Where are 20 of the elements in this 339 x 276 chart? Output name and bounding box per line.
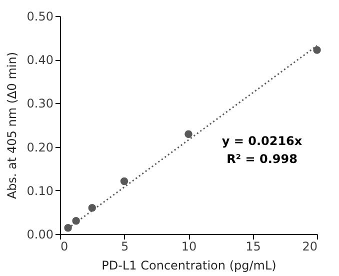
y-tick-label: 0.30 [26,96,54,111]
y-tick-label: 0.20 [26,140,54,154]
x-axis-title: PD-L1 Concentration (pg/mL) [102,258,276,272]
point [120,177,128,186]
point [184,130,192,138]
point [313,46,321,54]
point [88,204,96,212]
x-tick-label: 0 [60,240,68,254]
y-tick-label: 0.00 [26,228,54,242]
y-tick-label: 0.10 [26,184,54,198]
x-tick-label: 10 [181,240,197,254]
y-tick-label: 0.40 [26,53,54,68]
y-tick-label: 0.50 [26,10,54,24]
y-axis-title: Abs. at 405 nm (Δ0 min) [4,52,19,200]
annotation: R² = 0.998 [226,152,298,166]
x-tick-label: 20 [302,240,318,254]
x-tick-label: 15 [246,240,261,254]
point [64,224,72,232]
x-tick-label: 5 [120,240,129,254]
annotation: y = 0.0216x [222,134,302,148]
